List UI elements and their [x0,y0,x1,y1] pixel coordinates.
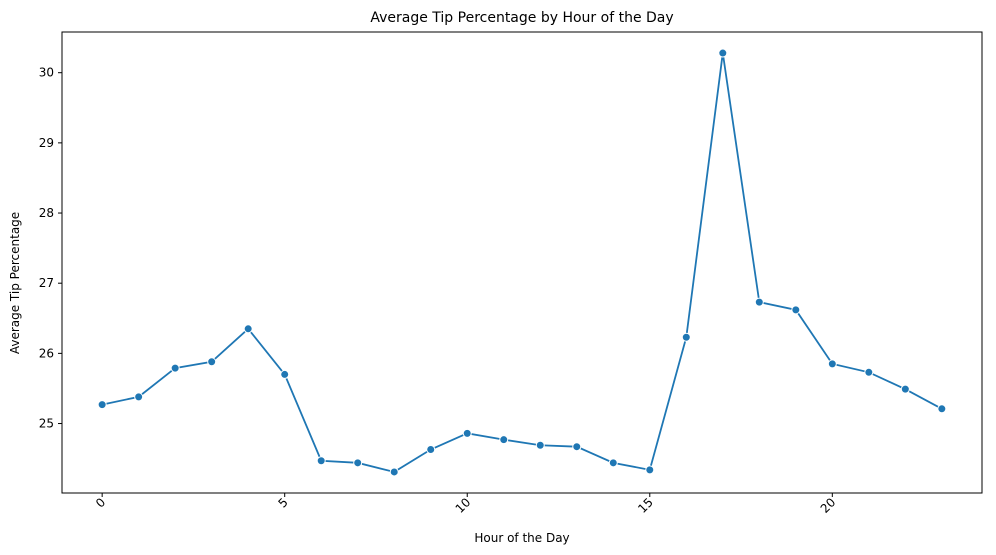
data-point [864,367,874,377]
data-point [207,357,217,367]
y-axis: 25 26 27 28 29 30 [39,66,62,431]
data-point [937,404,947,414]
y-tick-label: 25 [39,417,54,431]
x-tick-label: 5 [276,495,291,510]
data-point [572,442,582,452]
data-point [791,305,801,315]
x-tick-label: 15 [635,495,656,516]
data-point [681,332,691,342]
x-axis: 0 5 10 15 20 [93,493,838,516]
y-tick-label: 27 [39,276,54,290]
x-tick-label: 0 [93,495,108,510]
data-point [389,467,399,477]
y-tick-label: 28 [39,206,54,220]
data-point [243,324,253,334]
data-point [316,456,326,466]
data-point [608,458,618,468]
data-point [170,363,180,373]
data-point [426,444,436,454]
x-tick-label: 10 [453,495,474,516]
x-axis-label: Hour of the Day [474,531,569,545]
x-tick-label: 20 [818,495,839,516]
plot-frame [61,31,983,494]
y-axis-label: Average Tip Percentage [8,212,22,354]
y-tick-label: 29 [39,136,54,150]
data-point [900,384,910,394]
data-point [353,458,363,468]
data-point [645,465,655,475]
data-point [754,297,764,307]
data-point [134,392,144,402]
series-markers [97,48,947,477]
data-point [499,435,509,445]
data-point [718,48,728,58]
series-line [101,52,943,473]
chart-title: Average Tip Percentage by Hour of the Da… [370,10,673,26]
plot-area [61,31,983,494]
data-point [97,400,107,410]
y-tick-label: 26 [39,346,54,360]
y-tick-label: 30 [39,66,54,80]
data-point [535,440,545,450]
data-point [280,369,290,379]
data-point [462,428,472,438]
data-point [827,359,837,369]
